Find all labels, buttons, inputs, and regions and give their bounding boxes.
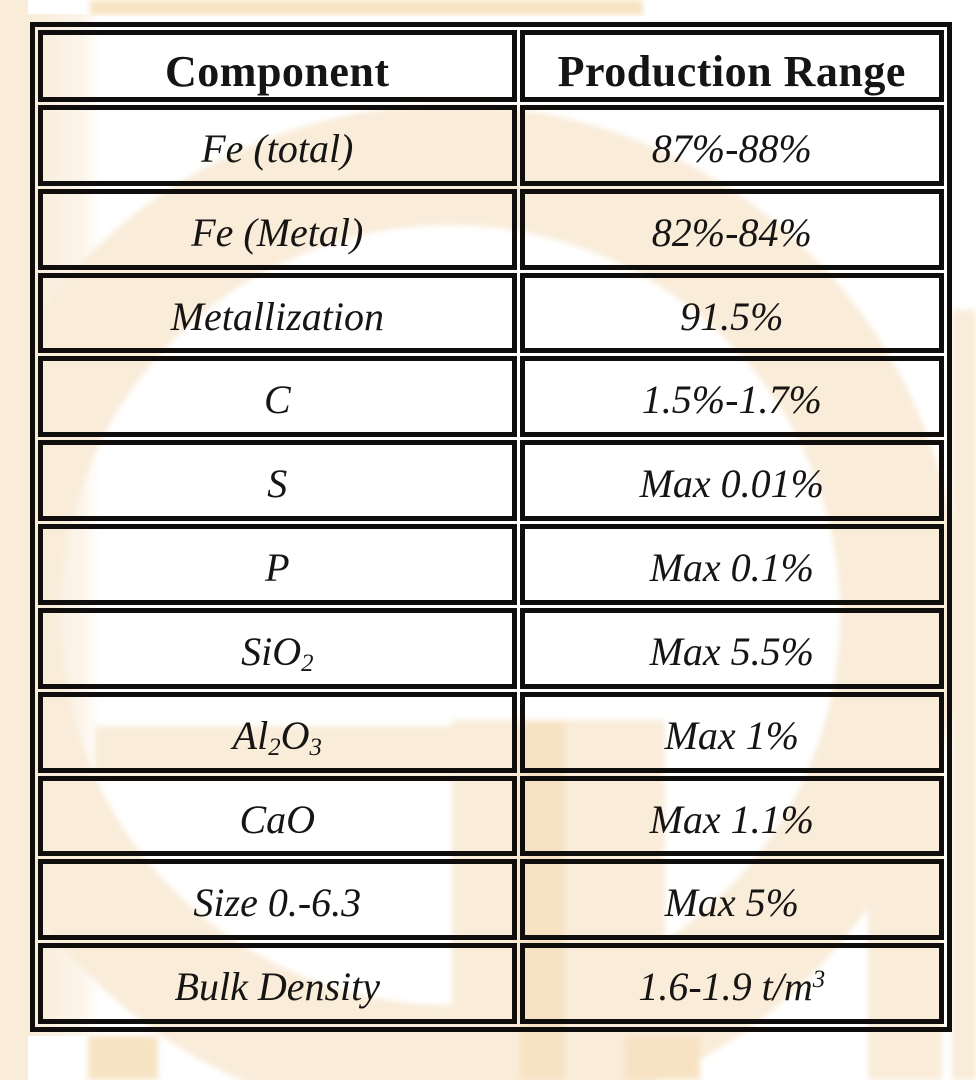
text-segment: Fe (Metal)	[191, 209, 364, 255]
range-cell: 1.5%-1.7%	[519, 356, 944, 438]
text-segment: 91.5%	[680, 293, 784, 339]
text-segment: CaO	[239, 796, 316, 842]
range-cell: Max 1%	[519, 691, 944, 773]
range-cell: Max 5.5%	[519, 607, 944, 689]
table-row: Size 0.-6.3 Max 5%	[38, 859, 944, 941]
text-segment: SiO	[241, 628, 302, 674]
range-cell: 91.5%	[519, 272, 944, 354]
superscript: 3	[812, 965, 826, 993]
range-cell: 82%-84%	[519, 188, 944, 270]
table-row: Fe (total) 87%-88%	[38, 105, 944, 186]
range-cell: Max 5%	[519, 859, 944, 941]
text-segment: Max 1.1%	[649, 796, 814, 842]
component-cell: Bulk Density	[38, 943, 517, 1024]
text-segment: 1.5%-1.7%	[641, 377, 822, 423]
text-segment: S	[267, 461, 288, 507]
range-cell: 1.6-1.9 t/m3	[519, 943, 944, 1024]
text-segment: Max 5.5%	[649, 628, 814, 674]
table-row: SiO2 Max 5.5%	[38, 607, 944, 689]
subscript: 3	[309, 733, 322, 761]
table-row: C 1.5%-1.7%	[38, 356, 944, 438]
text-segment: Al	[232, 712, 269, 758]
component-cell: SiO2	[38, 607, 517, 689]
col-header-component: Component	[38, 30, 517, 102]
range-cell: Max 0.1%	[519, 524, 944, 605]
production-spec-table: Component Production Range Fe (total) 87%…	[30, 22, 952, 1032]
text-segment: 82%-84%	[651, 209, 812, 255]
text-segment: 87%-88%	[651, 126, 812, 171]
component-cell: C	[38, 356, 517, 438]
component-cell: Fe (Metal)	[38, 188, 517, 270]
header-row: Component Production Range	[38, 30, 944, 102]
table-row: Metallization 91.5%	[38, 272, 944, 354]
text-segment: Max 0.01%	[639, 461, 824, 507]
component-cell: Metallization	[38, 272, 517, 354]
range-cell: 87%-88%	[519, 105, 944, 186]
text-segment: 1.6-1.9 t/m	[638, 964, 813, 1010]
text-segment: Size 0.-6.3	[193, 880, 362, 926]
col-header-production-range: Production Range	[519, 30, 944, 102]
subscript: 2	[268, 733, 281, 761]
text-segment: O	[280, 712, 310, 758]
table-row: CaO Max 1.1%	[38, 775, 944, 857]
text-segment: Max 0.1%	[649, 545, 814, 591]
component-cell: Size 0.-6.3	[38, 859, 517, 941]
table-row: Bulk Density 1.6-1.9 t/m3	[38, 943, 944, 1024]
text-segment: Max 1%	[664, 712, 799, 758]
range-cell: Max 0.01%	[519, 440, 944, 522]
subscript: 2	[301, 650, 314, 678]
component-cell: S	[38, 440, 517, 522]
text-segment: Max 5%	[664, 880, 799, 926]
table-row: Al2O3 Max 1%	[38, 691, 944, 773]
table-row: P Max 0.1%	[38, 524, 944, 605]
table-row: S Max 0.01%	[38, 440, 944, 522]
range-cell: Max 1.1%	[519, 775, 944, 857]
component-cell: Al2O3	[38, 691, 517, 773]
component-cell: CaO	[38, 775, 517, 857]
text-segment: Bulk Density	[174, 964, 381, 1010]
text-segment: Metallization	[170, 293, 384, 339]
component-cell: Fe (total)	[38, 105, 517, 186]
text-segment: P	[265, 545, 290, 591]
text-segment: C	[263, 377, 291, 423]
watermark-top-band	[90, 0, 643, 15]
table-row: Fe (Metal) 82%-84%	[38, 188, 944, 270]
text-segment: Fe (total)	[201, 126, 354, 171]
component-cell: P	[38, 524, 517, 605]
